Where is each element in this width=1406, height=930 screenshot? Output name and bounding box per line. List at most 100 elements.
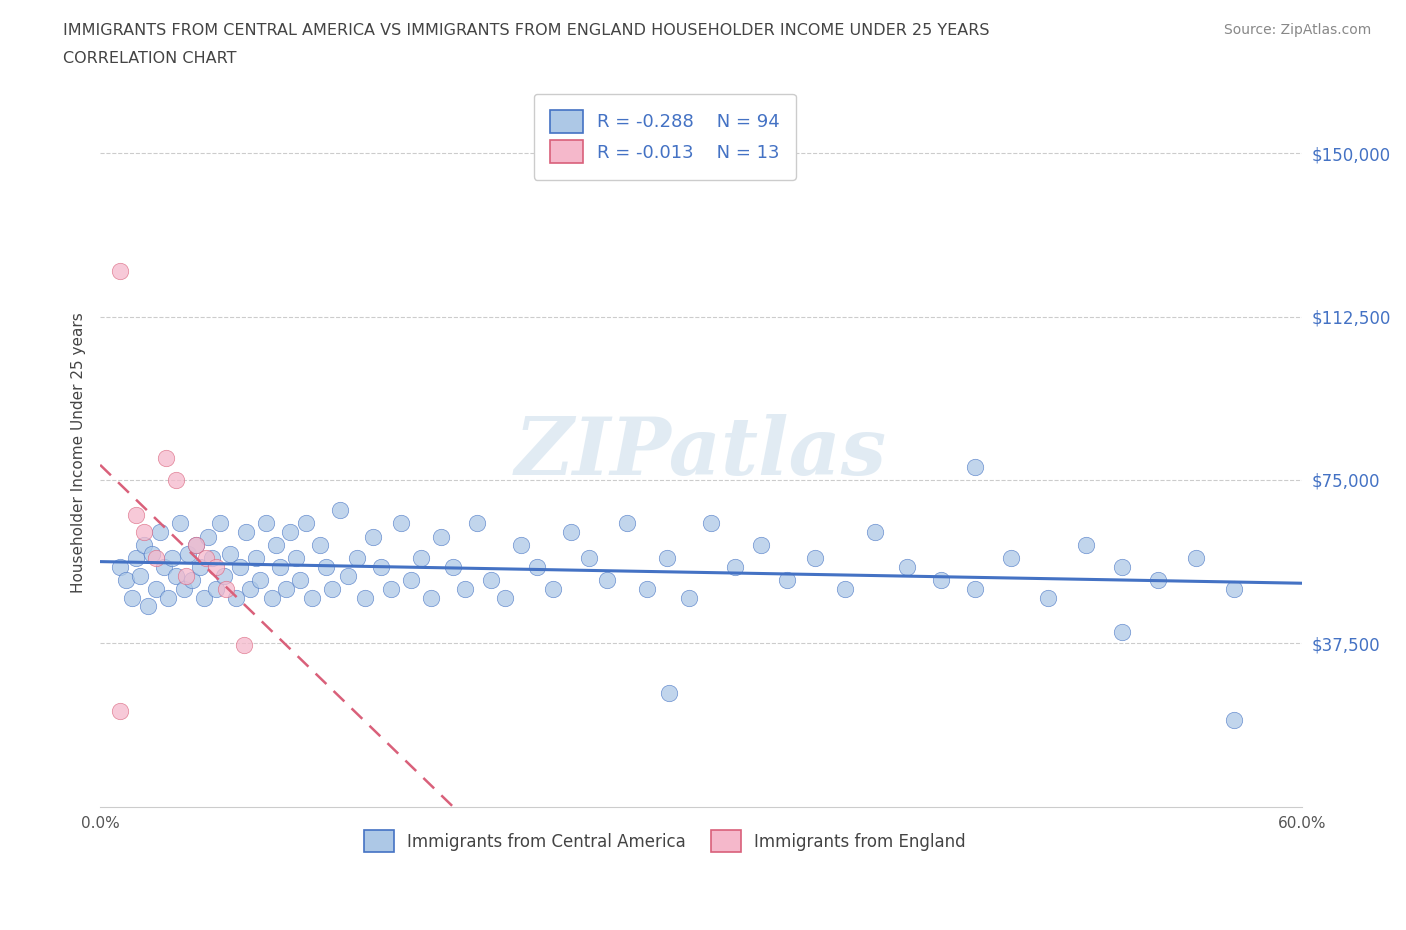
Point (254, 516, 277, 531)
Point (155, 451, 177, 466)
Point (965, 459, 987, 474)
Point (865, 525, 887, 539)
Point (108, 263, 131, 278)
Point (315, 560, 337, 575)
Point (235, 525, 257, 539)
Point (380, 581, 402, 596)
Legend: Immigrants from Central America, Immigrants from England: Immigrants from Central America, Immigra… (357, 824, 973, 858)
Point (134, 538, 156, 552)
Point (229, 560, 252, 575)
Point (219, 547, 242, 562)
Text: IMMIGRANTS FROM CENTRAL AMERICA VS IMMIGRANTS FROM ENGLAND HOUSEHOLDER INCOME UN: IMMIGRANTS FROM CENTRAL AMERICA VS IMMIG… (63, 23, 990, 38)
Point (266, 538, 288, 552)
Point (834, 581, 856, 596)
Point (197, 529, 219, 544)
Point (233, 638, 256, 653)
Point (509, 538, 531, 552)
Point (337, 568, 360, 583)
Point (115, 573, 138, 588)
Point (1146, 573, 1168, 588)
Point (193, 591, 215, 605)
Point (153, 560, 176, 575)
Point (346, 551, 368, 565)
Point (285, 551, 308, 565)
Point (129, 568, 152, 583)
Point (301, 591, 323, 605)
Point (205, 581, 228, 596)
Text: ZIPatlas: ZIPatlas (515, 414, 887, 491)
Text: CORRELATION CHART: CORRELATION CHART (63, 51, 236, 66)
Point (353, 591, 375, 605)
Point (526, 560, 548, 575)
Point (636, 581, 658, 596)
Point (931, 573, 953, 588)
Point (249, 573, 271, 588)
Point (541, 581, 564, 596)
Point (399, 573, 422, 588)
Point (276, 581, 298, 596)
Point (494, 591, 516, 605)
Point (134, 525, 156, 539)
Point (186, 538, 208, 552)
Point (136, 599, 159, 614)
Point (429, 529, 451, 544)
Point (441, 560, 464, 575)
Point (1000, 551, 1022, 565)
Point (165, 568, 187, 583)
Point (465, 516, 488, 531)
Point (1111, 560, 1133, 575)
Point (1184, 551, 1206, 565)
Point (724, 560, 747, 575)
Point (1111, 625, 1133, 640)
Point (419, 591, 441, 605)
Point (173, 581, 195, 596)
Point (965, 581, 987, 596)
Point (162, 551, 184, 565)
Point (309, 538, 332, 552)
Point (141, 547, 163, 562)
Point (177, 547, 200, 562)
Point (616, 516, 638, 531)
Point (370, 560, 392, 575)
Point (262, 591, 284, 605)
Point (280, 525, 302, 539)
Point (225, 591, 247, 605)
Point (188, 560, 211, 575)
Point (239, 581, 262, 596)
Point (1223, 581, 1246, 596)
Text: Source: ZipAtlas.com: Source: ZipAtlas.com (1223, 23, 1371, 37)
Point (749, 538, 772, 552)
Point (329, 503, 352, 518)
Point (205, 560, 228, 575)
Point (290, 573, 312, 588)
Point (896, 560, 918, 575)
Point (181, 573, 204, 588)
Point (1036, 591, 1059, 605)
Point (201, 551, 224, 565)
Point (295, 516, 318, 531)
Point (776, 573, 799, 588)
Point (804, 551, 827, 565)
Y-axis label: Householder Income Under 25 years: Householder Income Under 25 years (72, 312, 86, 593)
Point (596, 573, 619, 588)
Point (149, 525, 172, 539)
Point (678, 591, 700, 605)
Point (214, 568, 236, 583)
Point (157, 591, 180, 605)
Point (578, 551, 600, 565)
Point (209, 516, 232, 531)
Point (215, 581, 238, 596)
Point (453, 581, 475, 596)
Point (121, 591, 143, 605)
Point (195, 551, 218, 565)
Point (125, 551, 148, 565)
Point (145, 581, 167, 596)
Point (700, 516, 723, 531)
Point (145, 551, 167, 565)
Point (186, 538, 208, 552)
Point (169, 516, 191, 531)
Point (658, 686, 681, 701)
Point (479, 573, 502, 588)
Point (361, 529, 384, 544)
Point (560, 525, 582, 539)
